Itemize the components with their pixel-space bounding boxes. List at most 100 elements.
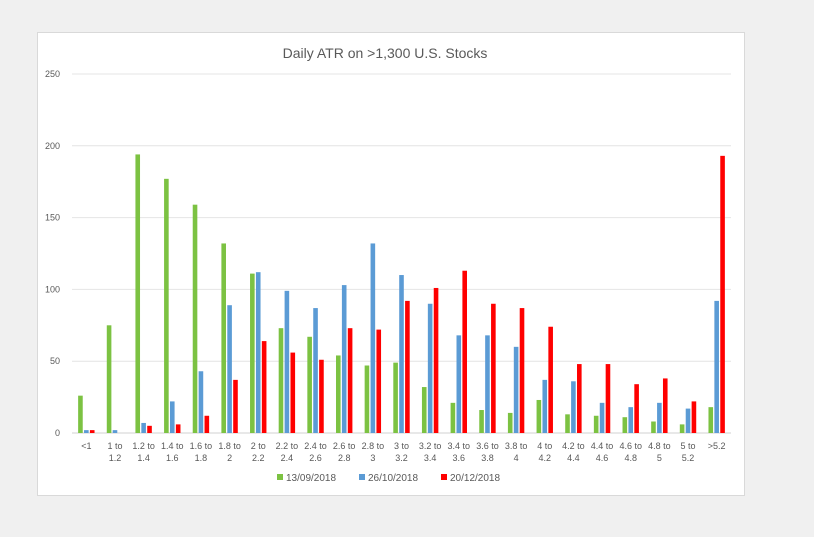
bar xyxy=(89,430,95,433)
x-tick-label: 4.8 xyxy=(624,453,637,463)
x-tick-label: 2.6 to xyxy=(333,441,356,451)
x-tick-label: 4.2 xyxy=(539,453,552,463)
bar xyxy=(341,285,347,433)
bar xyxy=(462,270,467,433)
x-tick-label: 4.4 xyxy=(567,453,580,463)
x-tick-label: 1.2 to xyxy=(132,441,155,451)
y-tick-label: 250 xyxy=(45,69,60,79)
x-tick-label: 2 xyxy=(227,453,232,463)
bar xyxy=(456,335,462,433)
x-tick-label: 3 to xyxy=(394,441,409,451)
bar xyxy=(221,243,226,433)
bar xyxy=(605,364,611,433)
bar xyxy=(169,401,175,433)
bar xyxy=(106,325,112,433)
x-tick-label: 2 to xyxy=(251,441,266,451)
bar xyxy=(204,415,210,433)
y-tick-label: 50 xyxy=(50,356,60,366)
bar xyxy=(593,415,599,433)
x-tick-label: 4 to xyxy=(537,441,552,451)
x-tick-label: 1.6 to xyxy=(190,441,213,451)
bar xyxy=(536,399,542,433)
bar xyxy=(720,155,725,433)
chart-title: Daily ATR on >1,300 U.S. Stocks xyxy=(283,45,488,61)
bar xyxy=(364,365,370,433)
bar xyxy=(261,341,267,433)
x-tick-label: 2.2 to xyxy=(276,441,299,451)
bar xyxy=(577,364,582,433)
bar xyxy=(565,414,570,433)
x-tick-label: 5 xyxy=(657,453,662,463)
bar xyxy=(84,430,89,433)
bar xyxy=(336,355,341,433)
bar xyxy=(319,359,324,433)
bar xyxy=(657,402,662,433)
x-tick-label: 3.6 xyxy=(453,453,466,463)
bar xyxy=(685,408,691,433)
bar xyxy=(421,387,427,433)
bar xyxy=(450,402,456,433)
x-tick-label: 1.2 xyxy=(109,453,122,463)
bar xyxy=(485,335,490,433)
x-tick-label: 2.6 xyxy=(309,453,322,463)
x-axis: <1 1 to 1.2 1.2 to 1.4 1.4 to 1.6 1.6 to 1.8 1.8 … xyxy=(81,441,725,463)
x-tick-label: 2.8 to xyxy=(362,441,385,451)
bar xyxy=(78,395,83,433)
x-tick-label: 4.8 to xyxy=(648,441,671,451)
bar xyxy=(433,287,439,433)
bar xyxy=(141,422,146,433)
bar xyxy=(542,379,548,433)
x-tick-label: 5.2 xyxy=(682,453,695,463)
bar-chart: Daily ATR on >1,300 U.S. Stocks 0 50 100 15… xyxy=(45,45,731,484)
bar xyxy=(147,425,152,433)
bar xyxy=(255,272,261,433)
y-tick-label: 200 xyxy=(45,141,60,151)
y-axis: 0 50 100 150 200 250 xyxy=(45,69,60,438)
bar xyxy=(393,362,398,433)
x-tick-label: 2.4 xyxy=(281,453,294,463)
bar xyxy=(513,346,519,433)
legend-swatch xyxy=(441,474,447,480)
x-tick-label: 3.4 xyxy=(424,453,437,463)
x-tick-label: >5.2 xyxy=(708,441,726,451)
bar xyxy=(233,379,238,433)
x-tick-label: 3.2 xyxy=(395,453,408,463)
bar xyxy=(634,384,639,433)
bar xyxy=(651,421,656,433)
x-tick-label: 4 xyxy=(514,453,519,463)
bar xyxy=(284,290,290,433)
bar xyxy=(708,407,714,433)
bar xyxy=(519,308,525,433)
x-tick-label: 3.2 to xyxy=(419,441,442,451)
x-tick-label: 4.2 to xyxy=(562,441,585,451)
x-tick-label: 1.8 xyxy=(195,453,208,463)
x-tick-label: 1.6 xyxy=(166,453,179,463)
bar xyxy=(227,305,232,433)
x-tick-label: 3.8 to xyxy=(505,441,528,451)
bar xyxy=(399,275,404,433)
x-tick-label: 4.6 xyxy=(596,453,609,463)
legend-swatch xyxy=(359,474,365,480)
x-tick-label: 1.8 to xyxy=(218,441,241,451)
x-tick-label: 4.4 to xyxy=(591,441,614,451)
bar xyxy=(198,371,204,433)
x-tick-label: 3.8 xyxy=(481,453,494,463)
x-tick-label: <1 xyxy=(81,441,91,451)
x-tick-label: 3 xyxy=(370,453,375,463)
bars xyxy=(78,154,725,434)
x-tick-label: 3.4 to xyxy=(448,441,471,451)
y-tick-label: 0 xyxy=(55,428,60,438)
x-tick-label: 1.4 xyxy=(137,453,150,463)
y-tick-label: 150 xyxy=(45,213,60,223)
bar xyxy=(599,402,605,433)
bar xyxy=(313,308,318,433)
bar xyxy=(491,303,496,433)
x-tick-label: 5 to xyxy=(681,441,696,451)
bar xyxy=(427,303,433,433)
bar xyxy=(691,401,697,433)
y-tick-label: 100 xyxy=(45,284,60,294)
bar xyxy=(714,300,719,433)
bar xyxy=(307,336,312,433)
bar xyxy=(112,430,118,433)
legend-label: 26/10/2018 xyxy=(368,473,418,484)
